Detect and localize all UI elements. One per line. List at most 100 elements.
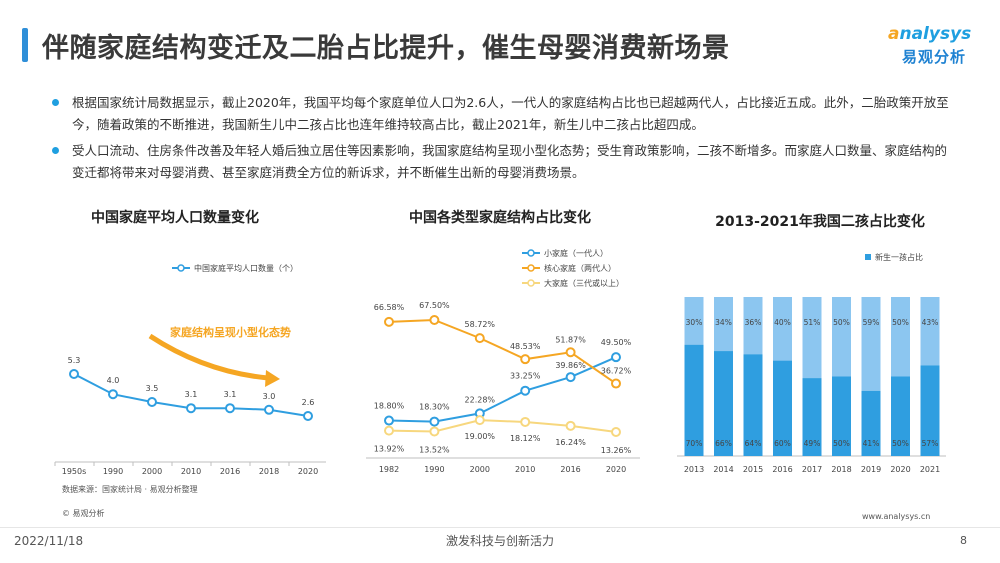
data-label-second-child: 43% [922, 318, 939, 327]
bar-segment-second-child [714, 297, 733, 352]
bar-segment-second-child [684, 297, 704, 345]
bullet-list: 根据国家统计局数据显示，截止2020年，我国平均每个家庭单位人口为2.6人，一代… [52, 92, 957, 188]
x-tick-label: 2010 [181, 467, 201, 476]
logo-text-cn: 易观分析 [902, 48, 967, 66]
data-point [520, 354, 531, 365]
bullet-item: 受人口流动、住房条件改善及年轻人婚后独立居住等因素影响，我国家庭结构呈现小型化态… [52, 140, 957, 184]
x-tick-label: 2020 [890, 465, 910, 474]
footer-divider [0, 527, 1000, 528]
data-label: 22.28% [465, 395, 496, 404]
bar-segment-first-child [773, 360, 792, 456]
legend-swatch [865, 254, 871, 260]
data-label: 66.58% [374, 303, 405, 312]
data-point [429, 426, 440, 437]
data-label-first-child: 57% [922, 439, 939, 448]
data-label: 3.1 [224, 390, 237, 399]
bar-segment-first-child [891, 376, 910, 456]
data-source-note: 数据来源：国家统计局 · 易观分析整理 [62, 485, 198, 494]
legend-label: 核心家庭（两代人） [544, 263, 616, 273]
x-tick-label: 2021 [920, 465, 940, 474]
x-tick-label: 2017 [802, 465, 822, 474]
bar-segment-first-child [802, 378, 822, 456]
data-label-second-child: 50% [833, 318, 850, 327]
data-label-first-child: 64% [745, 439, 762, 448]
data-point [565, 347, 576, 358]
page-title: 伴随家庭结构变迁及二胎占比提升，催生母婴消费新场景 [42, 33, 730, 64]
data-label: 13.92% [374, 445, 405, 454]
legend-point-marker [527, 264, 535, 272]
x-tick-label: 2010 [515, 465, 535, 474]
legend-point-marker [177, 264, 185, 272]
x-tick-label: 1990 [103, 467, 123, 476]
data-label-first-child: 50% [892, 439, 909, 448]
legend-point-marker [527, 279, 535, 287]
data-label: 48.53% [510, 342, 541, 351]
data-label: 36.72% [601, 367, 632, 376]
chart3-title: 2013-2021年我国二孩占比变化 [715, 214, 925, 230]
series-line [388, 419, 617, 433]
x-tick-label: 2014 [713, 465, 733, 474]
data-label-first-child: 66% [715, 439, 732, 448]
x-tick-label: 2019 [861, 465, 881, 474]
bar-segment-second-child [891, 297, 910, 377]
legend-label: 大家庭（三代或以上） [544, 278, 624, 288]
x-tick-label: 2016 [560, 465, 580, 474]
data-label: 51.87% [555, 335, 586, 344]
data-point [384, 425, 394, 436]
data-label: 13.26% [601, 446, 632, 455]
data-point [225, 403, 235, 414]
data-point [303, 411, 313, 421]
data-label-second-child: 59% [863, 318, 880, 327]
bar-segment-second-child [802, 297, 822, 379]
bar-segment-first-child [920, 365, 940, 456]
data-label: 49.50% [601, 338, 632, 347]
bar-segment-second-child [743, 297, 763, 355]
data-label: 67.50% [419, 301, 450, 310]
bar-segment-second-child [861, 297, 881, 391]
data-point [108, 389, 118, 400]
data-label: 3.5 [146, 384, 159, 393]
bar-segment-first-child [684, 344, 704, 456]
legend-point-marker [527, 249, 535, 257]
chart2-title: 中国各类型家庭结构占比变化 [409, 210, 591, 226]
series-line [388, 356, 617, 423]
data-label-second-child: 40% [774, 318, 791, 327]
series-line [388, 318, 617, 385]
data-label-first-child: 70% [686, 439, 703, 448]
title-accent-bar [22, 28, 28, 62]
data-point [520, 385, 531, 396]
data-point [264, 404, 274, 415]
bar-segment-first-child [743, 354, 763, 456]
bullet-item: 根据国家统计局数据显示，截止2020年，我国平均每个家庭单位人口为2.6人，一代… [52, 92, 957, 136]
x-tick-label: 2020 [298, 467, 318, 476]
trend-annotation: 家庭结构呈现小型化态势 [170, 325, 291, 339]
bar-segment-first-child [861, 390, 881, 456]
x-tick-label: 2000 [142, 467, 162, 476]
data-label: 18.80% [374, 402, 405, 411]
data-point [565, 420, 576, 431]
data-label: 3.0 [263, 392, 276, 401]
data-label-first-child: 49% [804, 439, 821, 448]
small-logo: © 易观分析 [62, 509, 105, 518]
data-point [611, 378, 621, 389]
data-point [186, 403, 196, 414]
data-label-second-child: 36% [745, 318, 762, 327]
website-url: www.analysys.cn [862, 512, 931, 521]
x-tick-label: 2016 [772, 465, 792, 474]
data-label: 33.25% [510, 372, 541, 381]
data-point [474, 415, 485, 426]
x-tick-label: 1990 [424, 465, 444, 474]
chart1-title: 中国家庭平均人口数量变化 [91, 210, 259, 226]
x-tick-label: 2018 [259, 467, 279, 476]
x-tick-label: 1982 [379, 465, 399, 474]
data-point [429, 416, 440, 427]
x-tick-label: 2020 [606, 465, 626, 474]
data-point [147, 397, 157, 407]
page-number: 8 [960, 534, 967, 547]
data-point [384, 415, 394, 426]
data-label: 18.12% [510, 434, 541, 443]
x-tick-label: 2013 [684, 465, 704, 474]
footer-slogan: 激发科技与创新活力 [445, 534, 554, 548]
data-label-second-child: 34% [715, 318, 732, 327]
bullet-dot-icon [52, 147, 59, 154]
